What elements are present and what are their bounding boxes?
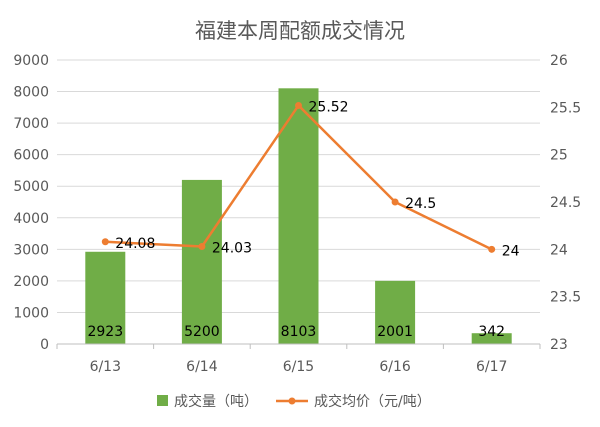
bar-series bbox=[85, 88, 512, 345]
line-data-label: 24.5 bbox=[405, 196, 436, 212]
bar-data-label: 2923 bbox=[87, 324, 123, 340]
line-data-label: 24 bbox=[502, 243, 520, 259]
line-point bbox=[198, 242, 206, 250]
y-right-tick-label: 24.5 bbox=[550, 195, 581, 211]
y-left-tick-label: 7000 bbox=[13, 116, 49, 132]
y-left-tick-label: 8000 bbox=[13, 85, 49, 101]
y-left-tick-label: 3000 bbox=[13, 242, 49, 258]
y-right-tick-label: 25 bbox=[550, 148, 568, 164]
line-point bbox=[101, 238, 109, 246]
bar bbox=[85, 251, 126, 344]
y-left-tick-label: 9000 bbox=[13, 53, 49, 69]
line-data-label: 24.03 bbox=[212, 240, 252, 256]
line-point bbox=[391, 198, 399, 206]
y-right-tick-label: 25.5 bbox=[550, 100, 581, 116]
bar-data-label: 342 bbox=[478, 324, 505, 340]
bar-data-label: 5200 bbox=[184, 324, 220, 340]
legend-bar-label: 成交量（吨） bbox=[174, 393, 258, 410]
legend-line-label: 成交均价（元/吨） bbox=[314, 393, 431, 410]
y-left-tick-label: 4000 bbox=[13, 211, 49, 227]
x-tick-label: 6/15 bbox=[283, 359, 314, 375]
bar bbox=[375, 280, 416, 344]
x-tick-label: 6/17 bbox=[476, 359, 507, 375]
line-point bbox=[295, 101, 302, 109]
y-left-tick-label: 1000 bbox=[13, 305, 49, 321]
bar bbox=[278, 88, 319, 345]
x-tick-label: 6/16 bbox=[379, 359, 411, 375]
y-right-tick-label: 24 bbox=[550, 242, 568, 258]
bar-data-label: 8103 bbox=[281, 324, 317, 340]
y-left-tick-label: 0 bbox=[40, 337, 49, 353]
y-right-tick-label: 23 bbox=[550, 337, 568, 353]
bar-data-label: 2001 bbox=[377, 324, 413, 340]
x-tick-label: 6/13 bbox=[90, 359, 121, 375]
line-point bbox=[488, 245, 496, 253]
line-data-label: 25.52 bbox=[309, 99, 349, 115]
y-left-tick-label: 5000 bbox=[13, 179, 49, 195]
axes: 0 1000 2000 3000 4000 5000 6000 7000 8000 9000 23 2… bbox=[13, 53, 581, 375]
x-tick-label: 6/14 bbox=[186, 359, 218, 375]
line-series bbox=[101, 101, 496, 253]
legend: 成交量（吨） 成交均价（元/吨） bbox=[157, 393, 431, 410]
y-right-tick-label: 23.5 bbox=[550, 290, 581, 306]
legend-line-marker bbox=[288, 397, 296, 405]
y-right-tick-label: 26 bbox=[550, 53, 568, 69]
legend-bar-swatch bbox=[157, 395, 168, 406]
data-labels: 2923 5200 8103 2001 342 24.08 24.03 25.52 24.5 24 bbox=[87, 99, 519, 340]
bar bbox=[181, 179, 222, 344]
chart-title: 福建本周配额成交情况 bbox=[195, 19, 405, 43]
y-left-tick-label: 6000 bbox=[13, 148, 49, 164]
bar bbox=[471, 333, 512, 344]
y-left-tick-label: 2000 bbox=[13, 274, 49, 290]
line-data-label: 24.08 bbox=[115, 236, 155, 252]
